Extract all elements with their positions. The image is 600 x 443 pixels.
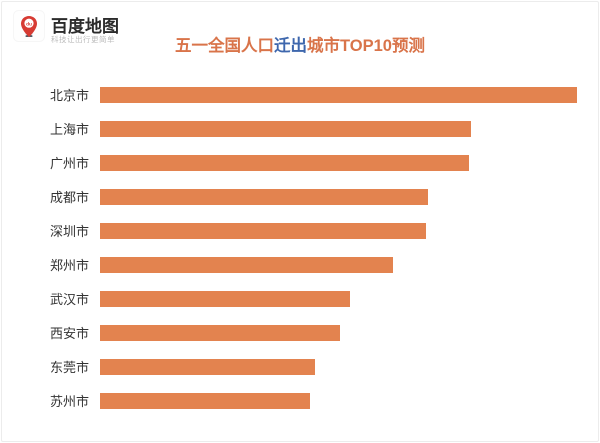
svg-text:du: du (26, 21, 32, 27)
